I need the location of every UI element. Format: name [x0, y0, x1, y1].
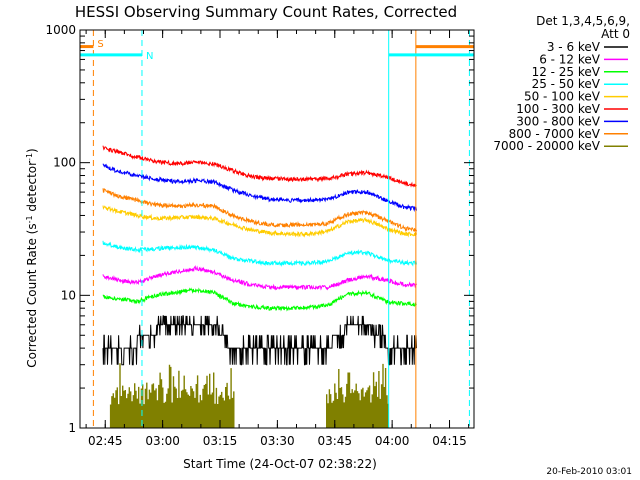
- y-tick-label-1000: 1000: [45, 23, 76, 37]
- x-axis-label: Start Time (24-Oct-07 02:38:22): [183, 457, 377, 471]
- x-tick-label-0245: 02:45: [88, 434, 123, 448]
- y-axis-label-part3: ): [25, 148, 39, 153]
- series-line-50-100-kev: [102, 205, 417, 238]
- series-line-800-7000-kev: [102, 188, 417, 233]
- x-tick-label-0345: 03:45: [317, 434, 352, 448]
- legend-label-6-12-kev: 6 - 12 keV: [539, 52, 601, 66]
- x-tick-label-0330: 03:30: [260, 434, 295, 448]
- series-line-300-800-kev: [102, 163, 417, 213]
- generation-timestamp: 20-Feb-2010 03:01: [546, 467, 632, 477]
- y-tick-label-100: 100: [53, 156, 76, 170]
- legend-header-line2: Att 0: [601, 27, 630, 41]
- legend-label-7000-20000-kev: 7000 - 20000 keV: [493, 139, 600, 153]
- y-axis-label-part1: Corrected Count Rate (s: [25, 223, 39, 367]
- y-tick-label-10: 10: [61, 288, 76, 302]
- series-7000-20000-kev-segment-2: [326, 363, 389, 428]
- legend-label-50-100-kev: 50 - 100 keV: [524, 90, 601, 104]
- x-tick-label-0300: 03:00: [145, 434, 180, 448]
- legend-label-800-7000-kev: 800 - 7000 keV: [509, 127, 601, 141]
- legend-header-line1: Det 1,3,4,5,6,9,: [536, 14, 630, 28]
- series-7000-20000-kev-segment-1: [109, 363, 235, 428]
- annotation-n: N: [146, 51, 153, 62]
- legend-label-12-25-kev: 12 - 25 keV: [532, 65, 601, 79]
- x-tick-label-0315: 03:15: [203, 434, 238, 448]
- plot-data-layer: SN: [80, 30, 474, 428]
- legend-label-300-800-kev: 300 - 800 keV: [516, 114, 600, 128]
- y-axis-label-sup2: -1: [25, 153, 34, 161]
- series-line-25-50-kev: [102, 240, 417, 267]
- legend-label-25-50-kev: 25 - 50 keV: [532, 77, 601, 91]
- series-line-12-25-kev: [102, 287, 417, 312]
- x-tick-label-0415: 04:15: [432, 434, 467, 448]
- series-line-100-300-kev: [102, 145, 417, 188]
- annotation-s: S: [97, 39, 103, 50]
- y-axis-label-part2: detector: [25, 161, 39, 216]
- y-axis-label: Corrected Count Rate (s-1 detector-1): [25, 148, 40, 367]
- plot-axes-layer: 1 10 100 1000 02:45 03:00 03:15 03:30 03:45 04:00…: [45, 23, 475, 448]
- series-line-3-6-kev: [102, 315, 417, 366]
- y-axis-label-sup1: -1: [25, 215, 34, 223]
- chart-title: HESSI Observing Summary Count Rates, Cor…: [75, 3, 457, 21]
- legend-label-100-300-kev: 100 - 300 keV: [516, 102, 600, 116]
- legend-label-3-6-kev: 3 - 6 keV: [547, 40, 601, 54]
- y-tick-label-1: 1: [68, 421, 76, 435]
- series-line-6-12-kev: [102, 265, 417, 291]
- x-tick-label-0400: 04:00: [375, 434, 410, 448]
